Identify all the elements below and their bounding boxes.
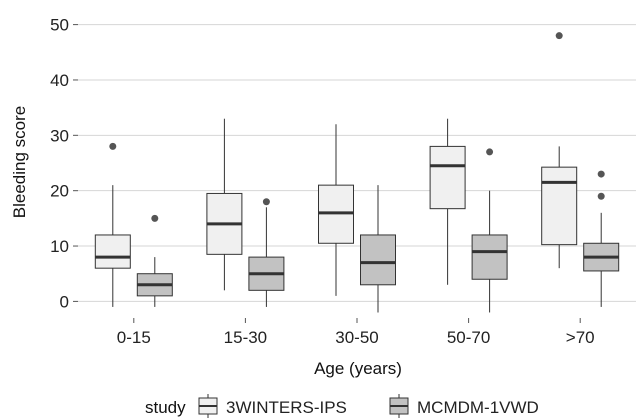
box-mcmdm-0: [136, 214, 173, 307]
box-mcmdm-3: [471, 148, 508, 313]
box-mcmdm-1: [248, 198, 285, 307]
box-3winters-4: [541, 32, 578, 269]
legend-label: MCMDM-1VWD: [417, 398, 539, 417]
y-tick-label: 30: [50, 126, 69, 145]
outlier-point: [109, 142, 117, 150]
x-tick-label: 50-70: [447, 328, 490, 347]
x-tick-label: 15-30: [224, 328, 267, 347]
y-tick-label: 10: [50, 237, 69, 256]
outlier-point: [262, 198, 270, 206]
outlier-point: [486, 148, 494, 156]
box-series: [94, 32, 620, 313]
grid-lines: [78, 24, 636, 302]
outlier-point: [555, 32, 563, 40]
y-tick-label: 20: [50, 182, 69, 201]
iqr-box: [541, 166, 578, 246]
outlier-point: [151, 214, 159, 222]
x-axis-ticks: 0-15 15-30 30-50 50-70 >70: [117, 318, 595, 347]
y-axis-ticks: 0 10 20 30 40 50: [50, 16, 78, 311]
x-tick-label: 30-50: [335, 328, 378, 347]
legend-title: study: [145, 398, 186, 417]
outlier-point: [597, 170, 605, 178]
box-mcmdm-4: [583, 170, 620, 307]
box-3winters-2: [318, 124, 354, 296]
y-tick-label: 40: [50, 71, 69, 90]
iqr-box: [429, 145, 466, 210]
box-3winters-3: [429, 118, 466, 285]
box-3winters-0: [94, 142, 131, 307]
iqr-box: [360, 234, 396, 286]
legend-label: 3WINTERS-IPS: [226, 398, 347, 417]
box-mcmdm-2: [360, 185, 396, 313]
iqr-box: [471, 234, 508, 280]
y-axis-title: Bleeding score: [10, 106, 29, 218]
y-tick-label: 0: [60, 292, 69, 311]
legend: study 3WINTERS-IPS MCMDM-1VWD: [145, 394, 539, 418]
legend-item: MCMDM-1VWD: [389, 394, 539, 418]
x-tick-label: 0-15: [117, 328, 151, 347]
x-axis-title: Age (years): [314, 359, 402, 378]
x-tick-label: >70: [566, 328, 595, 347]
legend-item: 3WINTERS-IPS: [198, 394, 347, 418]
outlier-point: [597, 192, 605, 200]
iqr-box: [94, 234, 131, 269]
box-3winters-1: [206, 118, 243, 291]
y-tick-label: 50: [50, 16, 69, 35]
